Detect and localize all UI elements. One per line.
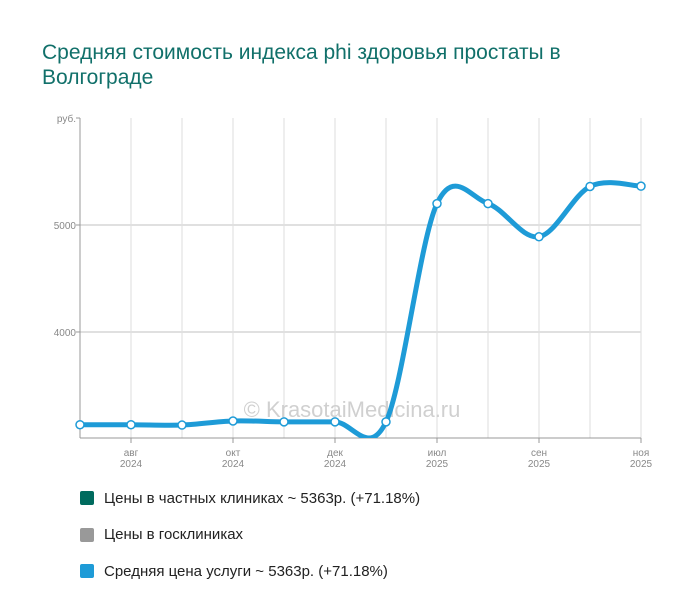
x-tick-year: 2025 <box>426 459 449 470</box>
data-point <box>279 417 289 427</box>
x-tick-month: июл <box>428 448 447 459</box>
chart-title: Средняя стоимость индекса phi здоровья п… <box>42 41 561 89</box>
x-tick-month: дек <box>327 448 343 459</box>
x-tick-year: 2025 <box>630 459 653 470</box>
x-tick-month: сен <box>531 448 547 459</box>
data-point <box>585 181 595 192</box>
data-point <box>432 198 442 209</box>
data-point <box>636 181 646 191</box>
legend-swatch <box>80 527 94 542</box>
x-tick-year: 2024 <box>222 459 245 470</box>
watermark: © KrasotaiMedicina.ru <box>244 397 461 422</box>
data-point <box>381 417 391 427</box>
x-tick-year: 2024 <box>324 459 347 470</box>
legend-item-average[interactable]: Средняя цена услуги ~ 5363р. (+71.18%) <box>80 561 420 581</box>
x-tick-year: 2024 <box>120 459 143 470</box>
data-point <box>177 420 187 430</box>
data-point <box>330 417 340 427</box>
legend-item-public[interactable]: Цены в госклиниках <box>80 525 420 545</box>
y-axis-unit: руб. <box>57 113 76 125</box>
data-point <box>534 232 544 242</box>
y-tick-label: 5000 <box>54 221 77 232</box>
legend-item-private[interactable]: Цены в частных клиниках ~ 5363р. (+71.18… <box>80 488 420 508</box>
legend: Цены в частных клиниках ~ 5363р. (+71.18… <box>80 488 420 598</box>
x-tick-month: окт <box>226 448 241 459</box>
data-point <box>126 419 136 430</box>
legend-label: Цены в госклиниках <box>104 526 244 543</box>
data-point <box>228 416 238 426</box>
legend-label: Цены в частных клиниках ~ 5363р. (+71.18… <box>104 489 421 507</box>
legend-swatch <box>80 564 94 578</box>
x-tick-month: ноя <box>633 448 650 459</box>
data-point <box>483 198 493 209</box>
x-tick-month: авг <box>124 448 139 459</box>
legend-swatch <box>80 491 94 505</box>
line-chart: 40005000руб.авг2024окт2024дек2024июл2025… <box>54 113 653 470</box>
legend-label: Средняя цена услуги ~ 5363р. (+71.18%) <box>104 562 388 580</box>
x-tick-year: 2025 <box>528 459 551 470</box>
y-tick-label: 4000 <box>54 328 77 339</box>
data-point <box>75 419 85 430</box>
